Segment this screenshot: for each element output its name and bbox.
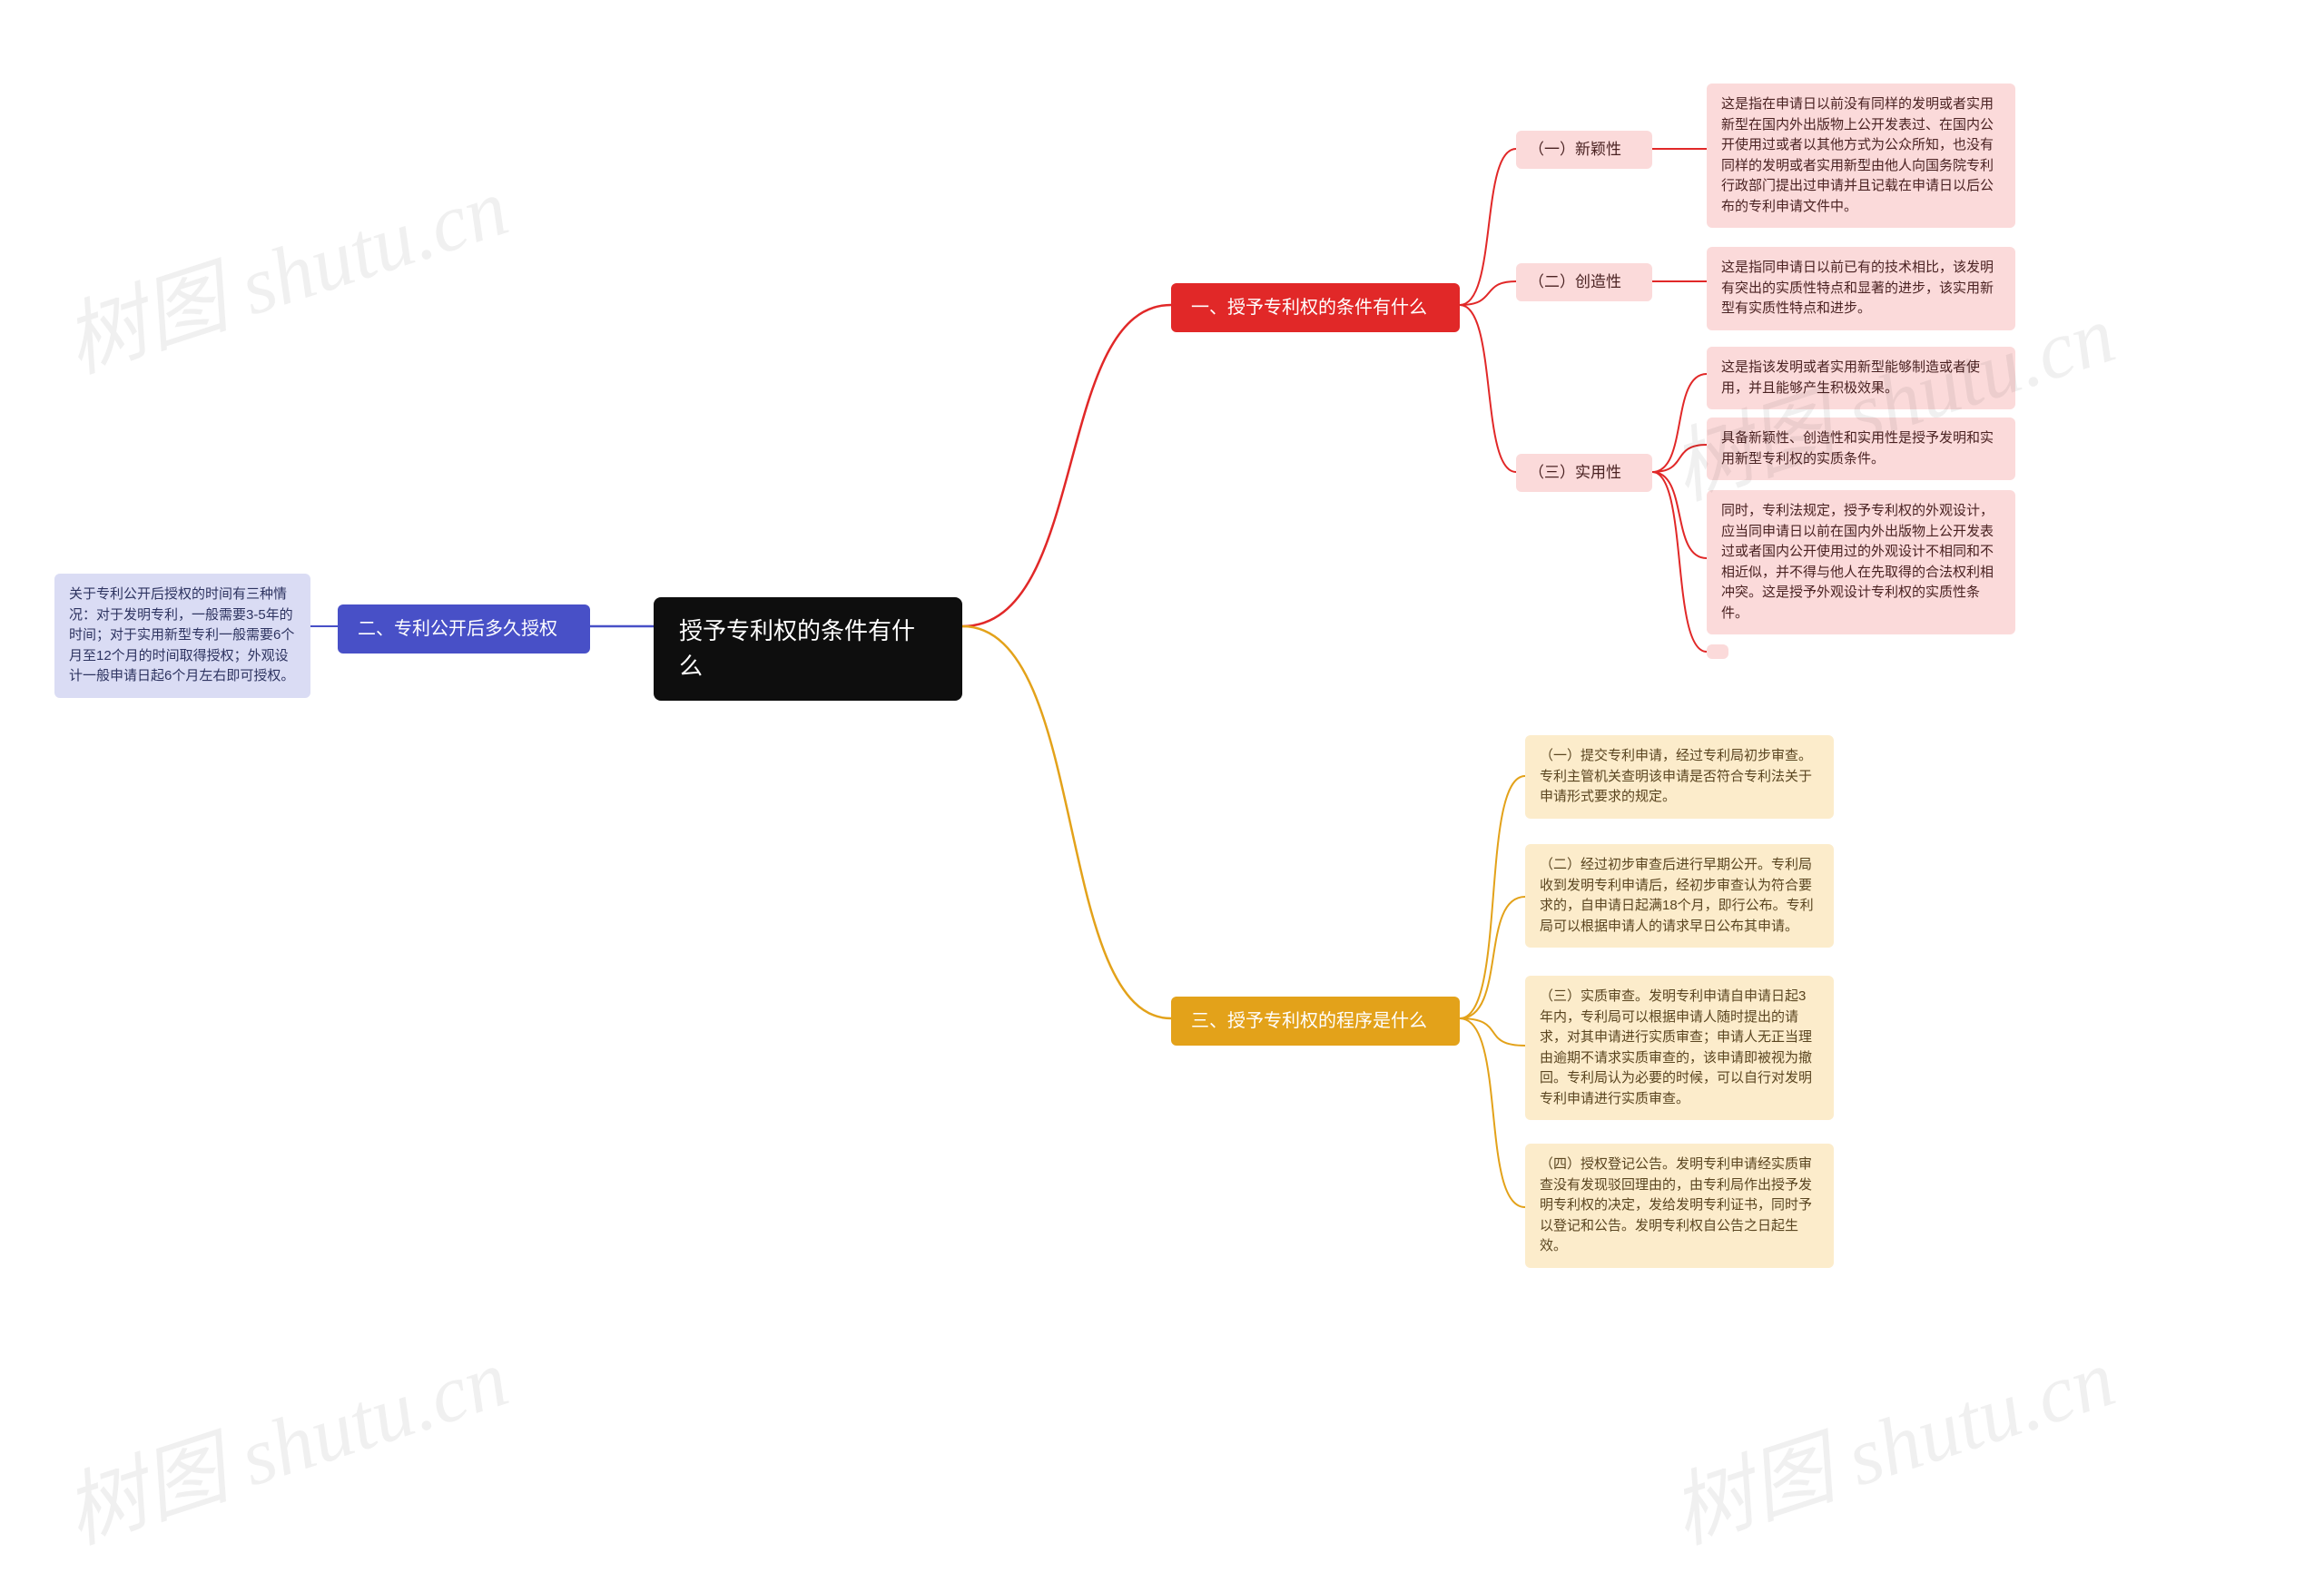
branch-authorization-time[interactable]: 二、专利公开后多久授权 xyxy=(338,604,590,654)
branch-conditions[interactable]: 一、授予专利权的条件有什么 xyxy=(1171,283,1460,332)
leaf-novelty-desc: 这是指在申请日以前没有同样的发明或者实用新型在国内外出版物上公开发表过、在国内公… xyxy=(1707,84,2015,228)
sub-inventiveness[interactable]: （二）创造性 xyxy=(1516,263,1652,301)
edge-root-b3 xyxy=(962,626,1171,1018)
connectors xyxy=(0,0,2324,1592)
edge-b1-s3 xyxy=(1460,305,1516,472)
edge-b3-l1 xyxy=(1460,776,1525,1018)
leaf-procedure-3: （三）实质审查。发明专利申请自申请日起3年内，专利局可以根据申请人随时提出的请求… xyxy=(1525,976,1834,1120)
root-node[interactable]: 授予专利权的条件有什么 xyxy=(654,597,962,701)
leaf-stub xyxy=(1707,644,1728,659)
leaf-procedure-1: （一）提交专利申请，经过专利局初步审查。专利主管机关查明该申请是否符合专利法关于… xyxy=(1525,735,1834,819)
edge-root-b1 xyxy=(962,305,1171,626)
leaf-inventiveness-desc: 这是指同申请日以前已有的技术相比，该发明有突出的实质性特点和显著的进步，该实用新… xyxy=(1707,247,2015,330)
mindmap-canvas: 树图 shutu.cn 树图 shutu.cn 树图 shutu.cn 树图 s… xyxy=(0,0,2324,1592)
branch-procedure[interactable]: 三、授予专利权的程序是什么 xyxy=(1171,997,1460,1046)
edge-b3-l4 xyxy=(1460,1018,1525,1207)
edge-s3-l3 xyxy=(1652,472,1707,558)
edge-s3-l2 xyxy=(1652,445,1707,472)
leaf-procedure-2: （二）经过初步审查后进行早期公开。专利局收到发明专利申请后，经初步审查认为符合要… xyxy=(1525,844,1834,948)
leaf-authorization-time-desc: 关于专利公开后授权的时间有三种情况：对于发明专利，一般需要3-5年的时间；对于实… xyxy=(54,574,310,698)
leaf-procedure-4: （四）授权登记公告。发明专利申请经实质审查没有发现驳回理由的，由专利局作出授予发… xyxy=(1525,1144,1834,1268)
sub-novelty[interactable]: （一）新颖性 xyxy=(1516,131,1652,169)
leaf-practicality-desc-3: 同时，专利法规定，授予专利权的外观设计，应当同申请日以前在国内外出版物上公开发表… xyxy=(1707,490,2015,634)
sub-practicality[interactable]: （三）实用性 xyxy=(1516,454,1652,492)
edge-s3-stub xyxy=(1652,472,1707,652)
leaf-practicality-desc-1: 这是指该发明或者实用新型能够制造或者使用，并且能够产生积极效果。 xyxy=(1707,347,2015,409)
leaf-practicality-desc-2: 具备新颖性、创造性和实用性是授予发明和实用新型专利权的实质条件。 xyxy=(1707,418,2015,480)
